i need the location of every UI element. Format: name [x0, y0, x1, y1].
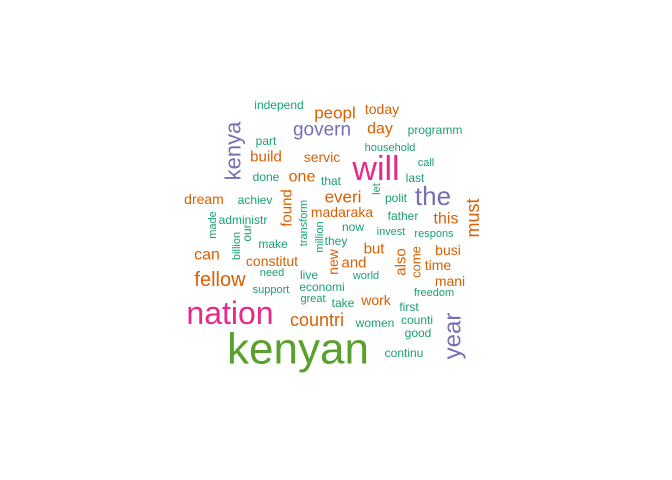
word-kenyan: kenyan — [227, 325, 369, 374]
word-day: day — [367, 121, 393, 138]
word-everi: everi — [325, 188, 362, 207]
word-first: first — [399, 300, 419, 314]
word-take: take — [332, 296, 355, 310]
word-polit: polit — [385, 191, 408, 205]
word-year: year — [440, 313, 467, 360]
word-counti: counti — [401, 313, 433, 327]
word-govern: govern — [293, 120, 351, 141]
word-our: our — [240, 224, 254, 241]
word-work: work — [360, 292, 392, 308]
word-one: one — [289, 169, 316, 186]
word-let: let — [371, 183, 383, 195]
word-live: live — [300, 268, 318, 282]
word-part: part — [256, 134, 277, 148]
word-dream: dream — [184, 191, 224, 207]
word-today: today — [365, 101, 399, 117]
word-done: done — [253, 170, 280, 184]
word-respons: respons — [414, 228, 454, 240]
word-they: they — [325, 234, 348, 248]
word-father: father — [388, 209, 419, 223]
word-countri: countri — [290, 310, 344, 330]
word-freedom: freedom — [414, 287, 454, 299]
word-must: must — [463, 198, 483, 237]
word-kenya: kenya — [221, 121, 246, 180]
word-but: but — [364, 241, 386, 258]
word-economi: economi — [299, 280, 344, 294]
word-good: good — [405, 326, 432, 340]
word-nation: nation — [186, 295, 273, 331]
word-support: support — [253, 284, 290, 296]
word-new: new — [325, 248, 341, 275]
word-invest: invest — [377, 226, 406, 238]
word-great: great — [300, 293, 325, 305]
word-found: found — [279, 189, 296, 227]
word-busi: busi — [435, 242, 461, 258]
word-world: world — [352, 270, 379, 282]
word-now: now — [342, 220, 364, 234]
word-servic: servic — [304, 149, 341, 165]
word-fellow: fellow — [194, 269, 246, 291]
word-will: will — [351, 150, 399, 188]
word-household: household — [365, 142, 416, 154]
word-can: can — [194, 247, 220, 264]
word-call: call — [418, 157, 435, 169]
word-that: that — [321, 174, 342, 188]
word-made: made — [207, 211, 219, 239]
word-build: build — [250, 149, 282, 166]
word-continu: continu — [385, 346, 424, 360]
word-achiev: achiev — [238, 193, 273, 207]
word-peopl: peopl — [314, 104, 356, 123]
word-independ: independ — [254, 98, 303, 112]
word-transform: transform — [298, 200, 310, 246]
word-also: also — [393, 248, 410, 276]
word-constitut: constitut — [246, 253, 298, 269]
word-make: make — [258, 237, 288, 251]
word-mani: mani — [435, 273, 465, 289]
word-need: need — [260, 267, 284, 279]
word-and: and — [341, 255, 366, 272]
word-billion: billion — [231, 232, 243, 260]
word-million: million — [314, 221, 326, 252]
word-last: last — [406, 171, 425, 185]
word-madaraka: madaraka — [311, 204, 373, 220]
word-time: time — [425, 257, 452, 273]
word-come: come — [409, 246, 424, 278]
word-this: this — [434, 211, 459, 228]
word-the: the — [415, 181, 451, 211]
word-programm: programm — [408, 123, 463, 137]
word-administr: administr — [219, 213, 268, 227]
word-women: women — [355, 316, 395, 330]
